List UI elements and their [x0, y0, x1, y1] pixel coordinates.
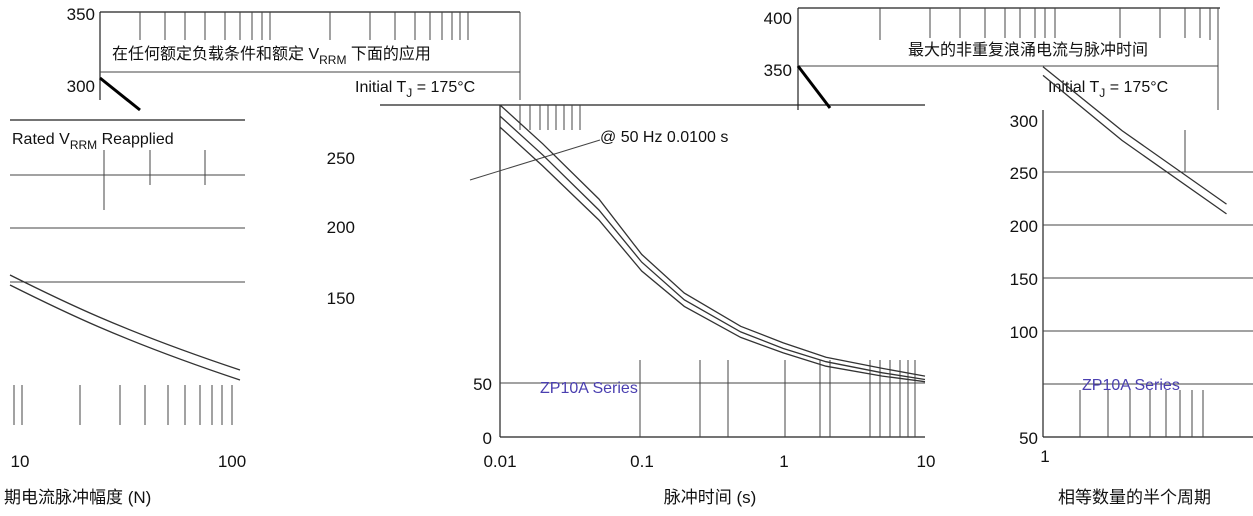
middle-x-axis-label: 脉冲时间 (s) — [664, 488, 757, 507]
left-y-tick-300: 300 — [67, 77, 95, 96]
chart-middle: 250 200 150 50 0 @ 50 Hz 0.0100 s ZP10A … — [327, 104, 936, 507]
left-initial-tj: Initial TJ = 175°C — [355, 79, 475, 100]
left-series-1 — [9, 274, 241, 371]
left-rated-vrrm: Rated VRRM Reapplied — [12, 131, 174, 152]
right-y-tick-400: 400 — [764, 9, 792, 28]
right-y-tick-100: 100 — [1010, 323, 1038, 342]
middle-series-3 — [499, 126, 926, 383]
middle-x-tick-10: 10 — [917, 452, 936, 471]
left-series-2 — [9, 284, 241, 381]
right-y-tick-300: 300 — [1010, 112, 1038, 131]
left-top-grid — [139, 12, 521, 100]
middle-series-1 — [499, 104, 926, 377]
middle-x-tick-0.01: 0.01 — [483, 452, 516, 471]
right-grid — [798, 8, 1253, 437]
right-chart-title: 最大的非重复浪涌电流与脉冲时间 — [908, 41, 1148, 59]
middle-curves — [499, 104, 926, 383]
chart-right: 400 350 300 250 200 150 100 50 最大的非重复浪涌电… — [764, 7, 1253, 507]
right-x-axis-label: 相等数量的半个周期 — [1058, 488, 1211, 507]
left-series-bold — [99, 76, 141, 112]
right-y-tick-250: 250 — [1010, 164, 1038, 183]
right-y-tick-50: 50 — [1019, 429, 1038, 448]
left-chart-title: 在任何额定负载条件和额定 VRRM 下面的应用 — [112, 44, 431, 67]
middle-y-tick-50: 50 — [473, 375, 492, 394]
middle-y-tick-0: 0 — [483, 429, 492, 448]
right-series-label: ZP10A Series — [1082, 377, 1180, 394]
left-x-axis-label: 期电流脉冲幅度 (N) — [4, 488, 151, 507]
left-y-tick-350: 350 — [67, 5, 95, 24]
right-series-2 — [1042, 74, 1227, 215]
right-series-bold — [796, 65, 832, 109]
middle-y-tick-250: 250 — [327, 149, 355, 168]
right-y-tick-350: 350 — [764, 61, 792, 80]
right-x-tick-1: 1 — [1040, 447, 1049, 466]
middle-x-tick-0.1: 0.1 — [630, 452, 654, 471]
left-bottom-grid — [13, 385, 233, 425]
right-initial-tj: Initial TJ = 175°C — [1048, 79, 1168, 100]
right-y-tick-150: 150 — [1010, 270, 1038, 289]
middle-y-tick-200: 200 — [327, 218, 355, 237]
middle-series-label: ZP10A Series — [540, 380, 638, 397]
right-curves — [1042, 66, 1227, 215]
left-x-tick-10: 10 — [11, 452, 30, 471]
middle-freq-note: @ 50 Hz 0.0100 s — [600, 129, 728, 146]
middle-y-tick-150: 150 — [327, 289, 355, 308]
right-y-tick-200: 200 — [1010, 217, 1038, 236]
left-x-tick-100: 100 — [218, 452, 246, 471]
middle-x-tick-1: 1 — [779, 452, 788, 471]
chart-left: 350 300 在任何额定负载条件和额定 VRRM 下面的应用 Initial … — [4, 5, 521, 507]
right-series-1 — [1042, 66, 1227, 205]
middle-series-2 — [499, 115, 926, 381]
